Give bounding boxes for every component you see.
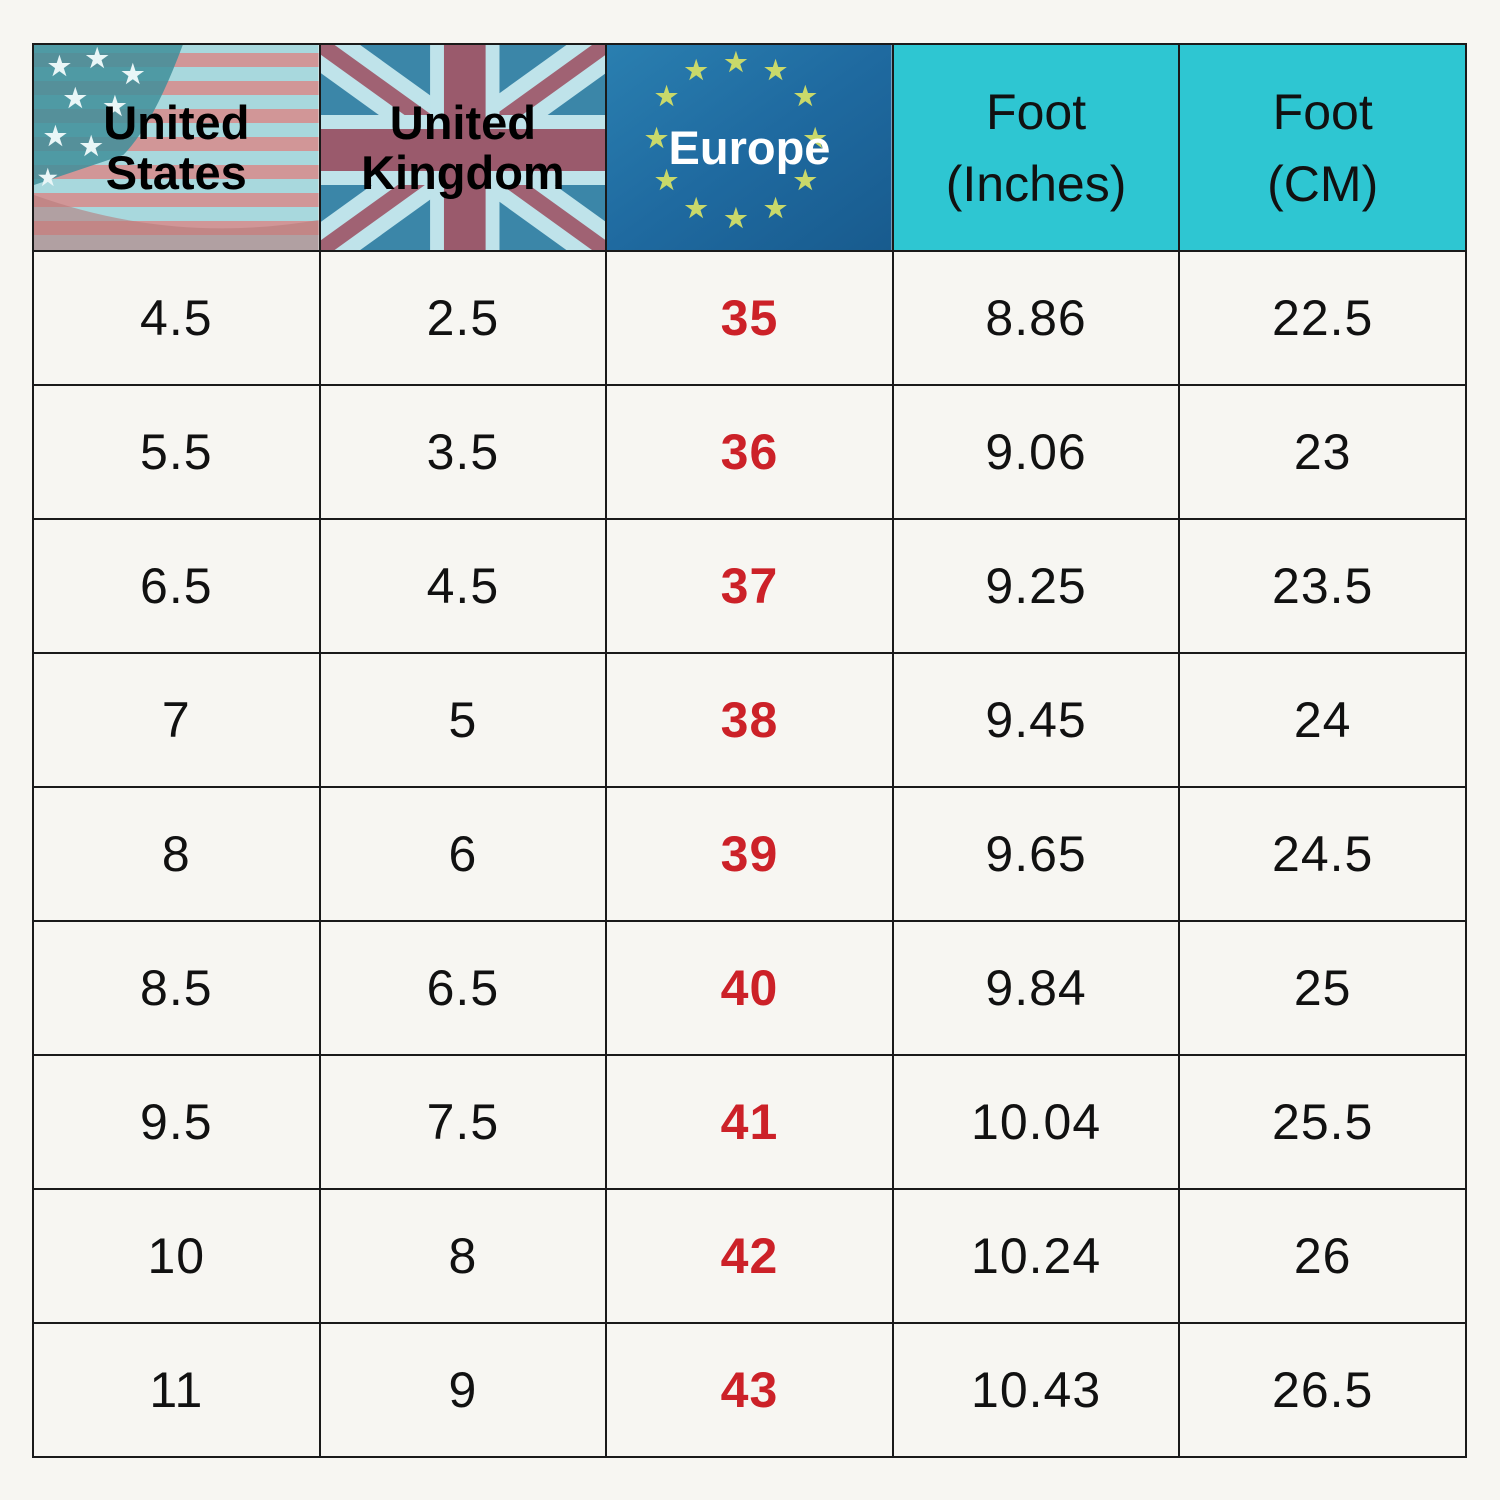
svg-text:★: ★ bbox=[685, 57, 709, 85]
inches-cell: 10.04 bbox=[891, 1054, 1181, 1190]
uk-size-cell: 5 bbox=[318, 652, 608, 788]
table-row: 4.5 2.5 35 8.86 22.5 bbox=[32, 250, 1467, 386]
svg-text:★: ★ bbox=[103, 93, 127, 121]
uk-size-cell: 3.5 bbox=[318, 384, 608, 520]
uk-size-cell: 6 bbox=[318, 786, 608, 922]
svg-text:★: ★ bbox=[86, 45, 110, 73]
inches-cell: 9.45 bbox=[891, 652, 1181, 788]
inches-cell: 9.06 bbox=[891, 384, 1181, 520]
header-us: ★ ★ ★ ★ ★ ★ ★ ★ United States bbox=[32, 43, 321, 252]
us-size-cell: 8 bbox=[32, 786, 321, 922]
header-us-line1: United bbox=[103, 95, 250, 149]
header-cm: Foot (CM) bbox=[1178, 43, 1467, 252]
eu-size-cell: 36 bbox=[605, 384, 894, 520]
inches-cell: 9.84 bbox=[891, 920, 1181, 1056]
cm-cell: 23.5 bbox=[1178, 518, 1467, 654]
inches-cell: 8.86 bbox=[891, 250, 1181, 386]
cm-cell: 22.5 bbox=[1178, 250, 1467, 386]
us-size-cell: 7 bbox=[32, 652, 321, 788]
table-row: 8 6 39 9.65 24.5 bbox=[32, 786, 1467, 922]
eu-flag-icon: ★ ★ ★ ★ ★ ★ ★ ★ ★ ★ ★ ★ bbox=[608, 46, 891, 249]
table-row: 5.5 3.5 36 9.06 23 bbox=[32, 384, 1467, 520]
table-row: 10 8 42 10.24 26 bbox=[32, 1188, 1467, 1324]
header-row: ★ ★ ★ ★ ★ ★ ★ ★ United States bbox=[32, 43, 1467, 252]
header-uk: United Kingdom bbox=[318, 43, 608, 252]
us-size-cell: 9.5 bbox=[32, 1054, 321, 1190]
table-row: 7 5 38 9.45 24 bbox=[32, 652, 1467, 788]
svg-text:★: ★ bbox=[38, 165, 58, 190]
uk-size-cell: 7.5 bbox=[318, 1054, 608, 1190]
header-uk-line1: United bbox=[389, 95, 536, 149]
svg-text:★: ★ bbox=[655, 167, 679, 195]
table-row: 9.5 7.5 41 10.04 25.5 bbox=[32, 1054, 1467, 1190]
header-us-line2: States bbox=[105, 145, 247, 199]
us-size-cell: 5.5 bbox=[32, 384, 321, 520]
cm-cell: 24 bbox=[1178, 652, 1467, 788]
svg-text:★: ★ bbox=[725, 205, 749, 233]
uk-size-cell: 6.5 bbox=[318, 920, 608, 1056]
cm-cell: 25.5 bbox=[1178, 1054, 1467, 1190]
svg-text:★: ★ bbox=[80, 133, 104, 161]
us-flag-icon: ★ ★ ★ ★ ★ ★ ★ ★ bbox=[34, 45, 318, 249]
cm-cell: 24.5 bbox=[1178, 786, 1467, 922]
header-inches: Foot (Inches) bbox=[891, 43, 1181, 252]
inches-cell: 10.24 bbox=[891, 1188, 1181, 1324]
inches-cell: 9.25 bbox=[891, 518, 1181, 654]
uk-size-cell: 8 bbox=[318, 1188, 608, 1324]
header-cm-line2: (CM) bbox=[1267, 155, 1379, 212]
uk-flag-icon bbox=[321, 46, 605, 249]
svg-text:★: ★ bbox=[794, 83, 818, 111]
uk-size-cell: 4.5 bbox=[318, 518, 608, 654]
svg-text:★: ★ bbox=[764, 57, 788, 85]
eu-size-cell: 40 bbox=[605, 920, 894, 1056]
uk-size-cell: 2.5 bbox=[318, 250, 608, 386]
svg-text:★: ★ bbox=[48, 53, 72, 81]
header-inches-line1: Foot bbox=[986, 83, 1087, 140]
uk-size-cell: 9 bbox=[318, 1322, 608, 1458]
svg-text:★: ★ bbox=[44, 123, 68, 151]
us-size-cell: 11 bbox=[32, 1322, 321, 1458]
eu-size-cell: 41 bbox=[605, 1054, 894, 1190]
eu-size-cell: 35 bbox=[605, 250, 894, 386]
header-eu: ★ ★ ★ ★ ★ ★ ★ ★ ★ ★ ★ ★ Europe bbox=[605, 43, 894, 252]
svg-text:★: ★ bbox=[645, 125, 669, 153]
eu-size-cell: 37 bbox=[605, 518, 894, 654]
us-size-cell: 4.5 bbox=[32, 250, 321, 386]
table-row: 6.5 4.5 37 9.25 23.5 bbox=[32, 518, 1467, 654]
table-row: 11 9 43 10.43 26.5 bbox=[32, 1322, 1467, 1458]
eu-size-cell: 39 bbox=[605, 786, 894, 922]
us-size-cell: 10 bbox=[32, 1188, 321, 1324]
svg-text:★: ★ bbox=[725, 49, 749, 77]
table-row: 8.5 6.5 40 9.84 25 bbox=[32, 920, 1467, 1056]
eu-size-cell: 42 bbox=[605, 1188, 894, 1324]
svg-text:★: ★ bbox=[794, 167, 818, 195]
header-inches-line2: (Inches) bbox=[945, 155, 1127, 212]
svg-text:★: ★ bbox=[121, 61, 145, 89]
svg-text:★: ★ bbox=[655, 83, 679, 111]
eu-size-cell: 38 bbox=[605, 652, 894, 788]
us-size-cell: 8.5 bbox=[32, 920, 321, 1056]
svg-text:★: ★ bbox=[685, 195, 709, 223]
svg-text:★: ★ bbox=[64, 85, 88, 113]
header-uk-line2: Kingdom bbox=[361, 145, 565, 199]
svg-text:★: ★ bbox=[764, 195, 788, 223]
inches-cell: 9.65 bbox=[891, 786, 1181, 922]
inches-cell: 10.43 bbox=[891, 1322, 1181, 1458]
header-cm-line1: Foot bbox=[1272, 83, 1373, 140]
cm-cell: 26 bbox=[1178, 1188, 1467, 1324]
us-size-cell: 6.5 bbox=[32, 518, 321, 654]
header-eu-label: Europe bbox=[668, 120, 831, 174]
shoe-size-table: ★ ★ ★ ★ ★ ★ ★ ★ United States bbox=[32, 43, 1467, 1458]
cm-cell: 25 bbox=[1178, 920, 1467, 1056]
cm-cell: 23 bbox=[1178, 384, 1467, 520]
svg-text:★: ★ bbox=[804, 125, 828, 153]
eu-size-cell: 43 bbox=[605, 1322, 894, 1458]
cm-cell: 26.5 bbox=[1178, 1322, 1467, 1458]
